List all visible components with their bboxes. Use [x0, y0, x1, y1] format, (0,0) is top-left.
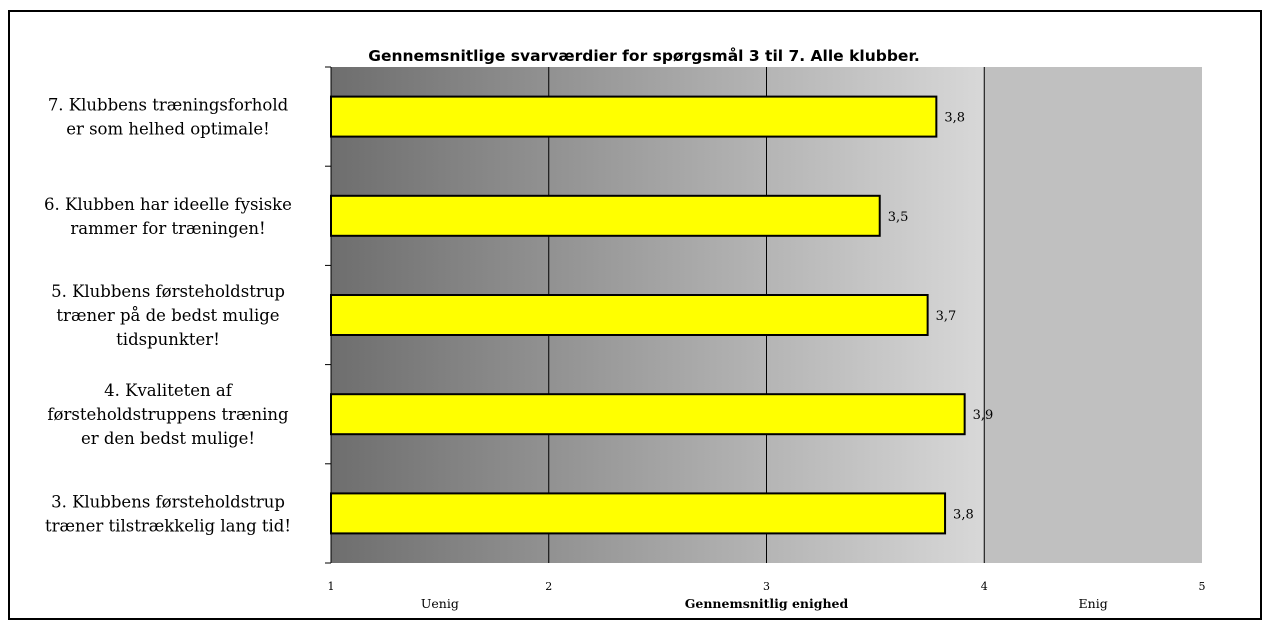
x-tick-label: 2 — [545, 580, 552, 593]
x-axis: 1 2 3 4 5 Uenig Enig Gennemsnitlig enighed — [325, 66, 1206, 611]
x-tick-label: 5 — [1199, 580, 1206, 593]
x-axis-title: Gennemsnitlig enighed — [685, 596, 849, 611]
bars: 3,8 3,5 3,7 3,9 3,8 — [330, 95, 994, 535]
bar — [330, 95, 938, 138]
data-label: 3,8 — [953, 507, 974, 522]
data-label: 3,8 — [944, 111, 965, 126]
category-label: 5. Klubbens førsteholdstrup træner på de … — [51, 282, 285, 349]
bar — [330, 194, 881, 237]
data-label: 3,7 — [936, 309, 957, 324]
bar — [330, 492, 947, 535]
category-labels: 7. Klubbens træningsforhold er som helhed… — [44, 96, 292, 536]
plot-background-upper — [984, 67, 1202, 563]
data-label: 3,5 — [888, 210, 909, 225]
category-label: 4. Kvaliteten af førsteholdstruppens træn… — [47, 381, 289, 448]
chart-title: Gennemsnitlige svarværdier for spørgsmål… — [368, 46, 920, 65]
category-label: 3. Klubbens førsteholdstrup træner tilstr… — [45, 492, 291, 535]
x-tick-label: 1 — [328, 580, 335, 593]
x-tick-label: 4 — [981, 580, 988, 593]
data-label: 3,9 — [973, 408, 994, 423]
bar — [330, 294, 929, 336]
axis-word-label: Enig — [1079, 596, 1108, 611]
bar — [330, 393, 966, 436]
x-tick-label: 3 — [763, 580, 770, 593]
category-label: 6. Klubben har ideelle fysiske rammer for… — [44, 195, 292, 238]
axis-word-label: Uenig — [421, 596, 459, 611]
category-label: 7. Klubbens træningsforhold er som helhed… — [48, 96, 289, 139]
